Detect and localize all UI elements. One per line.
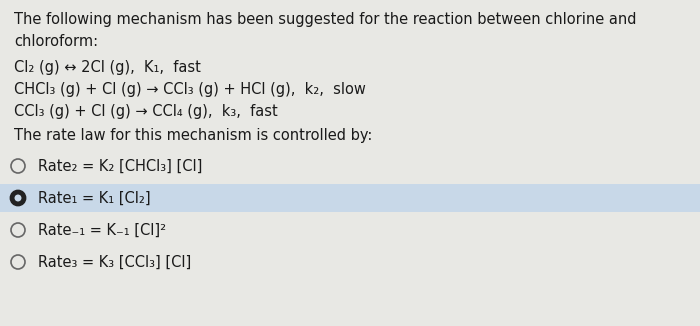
Text: Rate₃ = K₃ [CCl₃] [Cl]: Rate₃ = K₃ [CCl₃] [Cl] <box>38 255 191 270</box>
Bar <box>0 184 700 212</box>
Text: CHCl₃ (g) + Cl (g) → CCl₃ (g) + HCl (g),  k₂,  slow: CHCl₃ (g) + Cl (g) → CCl₃ (g) + HCl (g),… <box>14 82 366 97</box>
Text: Rate₁ = K₁ [Cl₂]: Rate₁ = K₁ [Cl₂] <box>38 190 150 205</box>
Text: Rate₋₁ = K₋₁ [Cl]²: Rate₋₁ = K₋₁ [Cl]² <box>38 223 166 238</box>
Text: Rate₂ = K₂ [CHCl₃] [Cl]: Rate₂ = K₂ [CHCl₃] [Cl] <box>38 158 202 173</box>
Text: The following mechanism has been suggested for the reaction between chlorine and: The following mechanism has been suggest… <box>14 12 636 27</box>
Text: chloroform:: chloroform: <box>14 34 98 49</box>
Text: Cl₂ (g) ↔ 2Cl (g),  K₁,  fast: Cl₂ (g) ↔ 2Cl (g), K₁, fast <box>14 60 201 75</box>
Text: CCl₃ (g) + Cl (g) → CCl₄ (g),  k₃,  fast: CCl₃ (g) + Cl (g) → CCl₄ (g), k₃, fast <box>14 104 278 119</box>
Text: The rate law for this mechanism is controlled by:: The rate law for this mechanism is contr… <box>14 128 372 143</box>
